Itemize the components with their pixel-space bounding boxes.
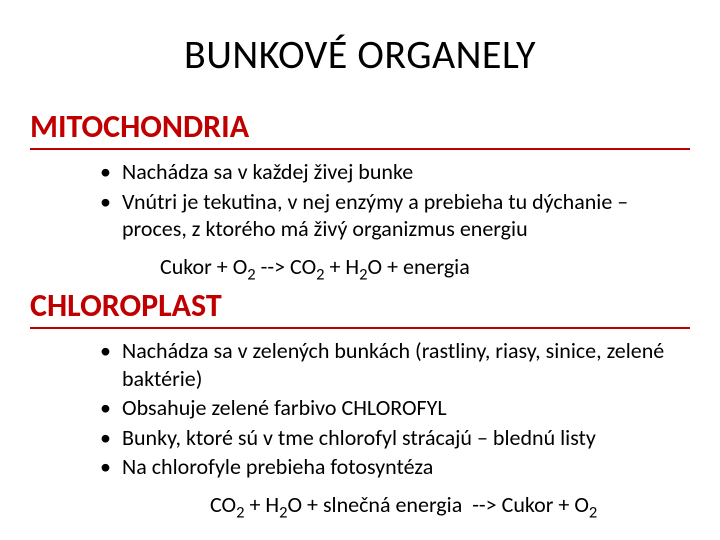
list-item: Nachádza sa v zelených bunkách (rastliny…: [100, 337, 690, 392]
list-item: Vnútri je tekutina, v nej enzýmy a prebi…: [100, 188, 690, 243]
section-mitochondria: MITOCHONDRIA Nachádza sa v každej živej …: [30, 101, 690, 280]
section-heading-mitochondria: MITOCHONDRIA: [30, 107, 690, 150]
slide-container: BUNKOVÉ ORGANELY MITOCHONDRIA Nachádza s…: [0, 0, 720, 540]
section-chloroplast: CHLOROPLAST Nachádza sa v zelených bunká…: [30, 280, 690, 518]
equation-mitochondria: Cukor + O2 --> CO2 + H2O + energia: [160, 253, 690, 281]
list-item: Nachádza sa v každej živej bunke: [100, 158, 690, 186]
list-item: Obsahuje zelené farbivo CHLOROFYL: [100, 394, 690, 422]
list-item: Na chlorofyle prebieha fotosyntéza: [100, 453, 690, 481]
slide-title: BUNKOVÉ ORGANELY: [30, 30, 690, 79]
list-item: Bunky, ktoré sú v tme chlorofyl strácajú…: [100, 424, 690, 452]
bullet-list-mitochondria: Nachádza sa v každej živej bunke Vnútri …: [30, 158, 690, 243]
section-heading-chloroplast: CHLOROPLAST: [30, 286, 690, 329]
bullet-list-chloroplast: Nachádza sa v zelených bunkách (rastliny…: [30, 337, 690, 481]
equation-chloroplast: CO2 + H2O + slnečná energia --> Cukor + …: [210, 491, 690, 519]
